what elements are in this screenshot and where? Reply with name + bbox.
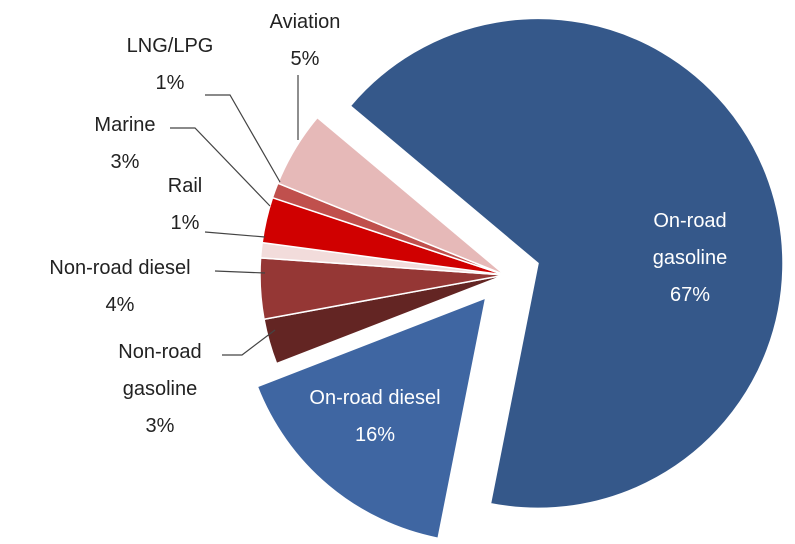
- slice-name: Non-road diesel: [49, 257, 191, 279]
- slice-label: LNG/LPG 1%: [120, 28, 220, 102]
- slice-value: 5%: [290, 48, 320, 70]
- leader-line: [214, 270, 266, 274]
- pie-slice: [256, 296, 487, 540]
- slice-name: Aviation: [269, 11, 341, 33]
- pie-slice: [276, 116, 506, 276]
- slice-value: 4%: [105, 294, 135, 316]
- slice-value: 16%: [354, 424, 396, 446]
- slice-value: 3%: [110, 151, 140, 173]
- slice-name: On-road gasoline: [652, 210, 728, 269]
- slice-name: LNG/LPG: [126, 35, 214, 57]
- slice-label: Non-road gasoline 3%: [105, 334, 215, 445]
- slice-name: Rail: [167, 175, 203, 197]
- slice-label: Rail 1%: [145, 168, 225, 242]
- slice-name: Non-road gasoline: [118, 341, 202, 400]
- slice-value: 1%: [155, 72, 185, 94]
- leader-line: [170, 127, 271, 207]
- slice-label: On-road gasoline 67%: [630, 203, 750, 314]
- slice-label: Non-road diesel 4%: [20, 250, 220, 324]
- leader-line: [222, 329, 276, 356]
- slice-label: Marine 3%: [75, 107, 175, 181]
- slice-value: 1%: [170, 212, 200, 234]
- slice-name: Marine: [94, 114, 156, 136]
- slice-value: 3%: [145, 415, 175, 437]
- leader-line: [205, 94, 281, 183]
- pie-slice: [349, 17, 784, 510]
- slice-label: On-road diesel 16%: [275, 380, 475, 454]
- slice-value: 67%: [669, 284, 711, 306]
- leader-line: [204, 231, 266, 238]
- slice-name: On-road diesel: [309, 387, 441, 409]
- slice-label: Aviation 5%: [255, 4, 355, 78]
